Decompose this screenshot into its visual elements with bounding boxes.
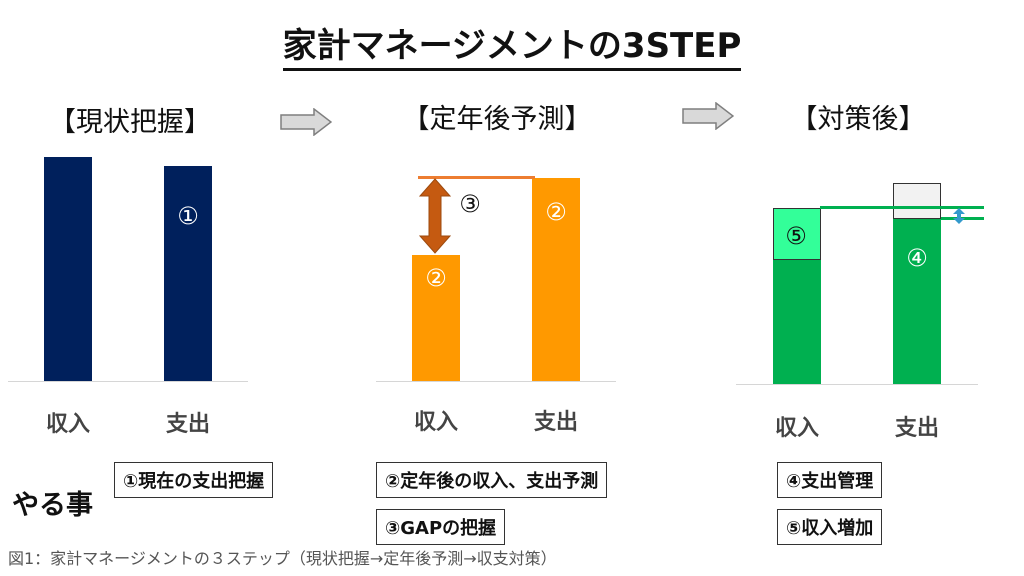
diagram-title: 家計マネージメントの3STEP <box>0 18 1024 71</box>
panel-title-forecast: 【定年後予測】 <box>402 104 592 135</box>
income-level-line <box>820 206 984 209</box>
category-income-after: 収入 <box>774 416 819 441</box>
task-box-5: ⑤収入増加 <box>777 509 883 545</box>
baseline-forecast <box>376 381 616 382</box>
diagram-title-text: 家計マネージメントの3STEP <box>282 26 742 71</box>
baseline-current <box>8 381 248 382</box>
bar-expense-after <box>893 218 941 384</box>
expense-reduction-block <box>893 183 941 219</box>
task-box-4: ④支出管理 <box>777 462 883 498</box>
step-arrow-icon-1 <box>280 108 332 136</box>
panel-title-current: 【現状把握】 <box>49 107 211 138</box>
bar-expense-current <box>164 166 212 381</box>
income-increase-block <box>773 208 821 260</box>
bar-label-after-income: ⑤ <box>785 222 807 250</box>
bar-income-forecast <box>412 255 460 381</box>
bar-label-forecast-expense: ② <box>545 198 567 226</box>
baseline-after <box>736 384 978 385</box>
category-expense-after: 支出 <box>894 416 939 441</box>
figure-caption: 図1：家計マネージメントの３ステップ（現状把握→定年後予測→収支対策） <box>8 549 557 568</box>
bar-label-current-expense: ① <box>177 202 199 230</box>
margin-arrow-icon <box>953 208 965 224</box>
panel-title-after: 【対策後】 <box>790 104 926 135</box>
gap-arrow-icon <box>418 178 452 254</box>
bar-income-current <box>44 157 92 381</box>
gap-label: ③ <box>459 190 481 218</box>
expense-level-line <box>418 176 535 179</box>
step-arrow-icon-2 <box>682 102 734 130</box>
task-box-3: ③GAPの把握 <box>376 509 506 545</box>
category-expense-current: 支出 <box>165 412 210 437</box>
bar-label-after-expense: ④ <box>906 244 928 272</box>
todo-heading: やる事 <box>12 490 93 521</box>
category-income-current: 収入 <box>45 412 90 437</box>
category-expense-forecast: 支出 <box>533 410 578 435</box>
bar-label-forecast-income: ② <box>425 264 447 292</box>
bar-expense-forecast <box>532 178 580 381</box>
task-box-2: ②定年後の収入、支出予測 <box>376 462 608 498</box>
task-box-1: ①現在の支出把握 <box>114 462 274 498</box>
bar-income-after <box>773 259 821 384</box>
category-income-forecast: 収入 <box>413 410 458 435</box>
